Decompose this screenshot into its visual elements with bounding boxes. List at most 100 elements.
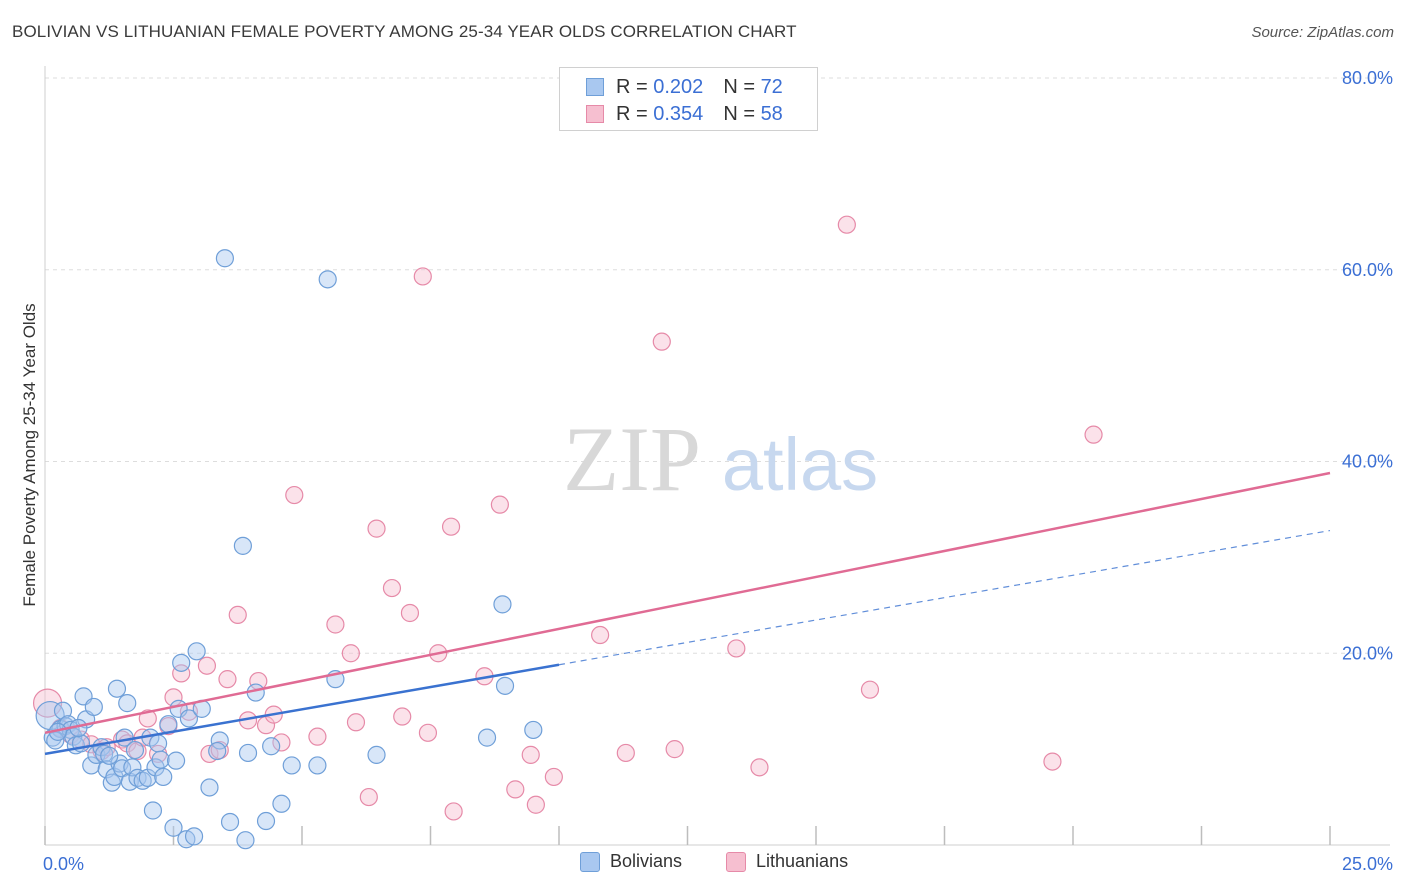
n-label: N = [723, 75, 755, 98]
bolivian-point [179, 709, 199, 728]
bolivian-point [236, 831, 255, 850]
bolivian-point [308, 756, 327, 775]
chart-title: BOLIVIAN VS LITHUANIAN FEMALE POVERTY AM… [12, 22, 797, 41]
bolivian-point [154, 767, 173, 787]
watermark-atlas: atlas [722, 423, 878, 506]
bolivians-swatch [586, 78, 604, 96]
y-tick-label: 40.0% [1342, 452, 1393, 472]
stats-legend-row-lithuanians: R = 0.354 N = 58 [586, 101, 783, 127]
bolivian-point [184, 827, 204, 846]
lithuanian-point [400, 603, 420, 623]
r-label: R = [616, 102, 648, 125]
bolivian-point [164, 818, 183, 837]
lithuanian-point [138, 709, 157, 728]
watermark-zip: ZIP [563, 408, 701, 510]
bolivian-point [187, 642, 206, 661]
bolivian-point [208, 741, 227, 761]
stats-legend: R = 0.202 N = 72 R = 0.354 N = 58 [559, 67, 818, 131]
lithuanian-point [1084, 425, 1103, 444]
n-value: 58 [760, 102, 783, 125]
bolivian-point [272, 794, 291, 813]
lithuanian-point [285, 485, 304, 505]
r-label: R = [616, 75, 648, 98]
tick-label-layer: 20.0% 40.0% 60.0% 80.0% 0.0% 25.0% [43, 68, 1393, 874]
bolivian-trend-extension [558, 529, 1331, 666]
r-value: 0.202 [653, 75, 704, 98]
bolivian-point [524, 720, 543, 740]
bolivian-point [282, 756, 301, 775]
bolivian-point [123, 758, 142, 777]
y-tick-label: 80.0% [1342, 68, 1393, 88]
series-legend: Bolivians Lithuanians [0, 851, 1406, 877]
bolivian-point [233, 536, 252, 555]
lithuanian-point [526, 795, 545, 814]
lithuanian-point [860, 680, 880, 699]
bolivian-point [220, 812, 240, 832]
bolivian-point [495, 676, 515, 695]
x-tick-label-min: 0.0% [43, 854, 84, 874]
bolivian-point [151, 750, 170, 769]
bolivian-point [477, 728, 497, 747]
bolivian-point [128, 768, 147, 787]
stats-legend-row-bolivians: R = 0.202 N = 72 [586, 74, 783, 100]
lithuanian-trend-line [44, 471, 1331, 735]
lithuanian-point [326, 615, 345, 634]
lithuanian-point [359, 787, 378, 807]
y-tick-label: 20.0% [1342, 643, 1393, 663]
lithuanian-point [218, 670, 237, 689]
bolivian-point [53, 701, 73, 720]
legend-item-lithuanians[interactable]: Lithuanians [726, 851, 848, 872]
lithuanian-point [172, 664, 191, 683]
lithuanian-point [367, 519, 386, 538]
trend-layer [44, 471, 1331, 756]
r-value: 0.354 [653, 102, 704, 125]
lithuanians-legend-swatch [726, 851, 746, 872]
lithuanian-point [652, 332, 671, 351]
lithuanian-point [616, 743, 635, 763]
x-tick-label-max: 25.0% [1342, 854, 1393, 874]
bolivian-point [100, 746, 119, 765]
lithuanian-point [382, 578, 402, 598]
lithuanian-point [490, 495, 509, 514]
bolivian-point [238, 743, 258, 763]
lithuanian-point [197, 656, 217, 675]
lithuanians-swatch [586, 105, 604, 123]
legend-label-lithuanians: Lithuanians [756, 851, 849, 871]
lithuanian-point [506, 780, 525, 799]
bolivian-point [125, 740, 145, 760]
lithuanian-point [837, 215, 856, 234]
y-tick-label: 60.0% [1342, 260, 1393, 280]
n-label: N = [723, 102, 755, 125]
axis-layer [44, 66, 1390, 846]
legend-item-bolivians[interactable]: Bolivians [580, 851, 682, 872]
n-value: 72 [760, 75, 783, 98]
lithuanian-point [341, 644, 360, 663]
bolivians-legend-swatch [580, 851, 600, 872]
bolivian-point [215, 249, 234, 268]
lithuanian-point [308, 727, 327, 746]
legend-label-bolivians: Bolivians [610, 851, 683, 871]
grid-layer [45, 77, 1390, 654]
lithuanian-point [544, 767, 563, 787]
lithuanian-point [346, 713, 366, 732]
lithuanian-point [750, 758, 769, 777]
bolivian-point [166, 751, 186, 770]
bolivian-point [256, 811, 276, 831]
bolivian-point [210, 731, 229, 750]
lithuanian-point [665, 740, 684, 759]
bolivian-point [262, 737, 281, 756]
source-credit: Source: ZipAtlas.com [1251, 24, 1394, 41]
bolivian-point [172, 653, 191, 672]
bolivian-point [318, 270, 337, 289]
lithuanian-point [228, 605, 247, 625]
lithuanian-point [1043, 752, 1062, 771]
lithuanian-point [591, 625, 610, 645]
lithuanian-point [393, 707, 412, 726]
bolivian-point [148, 734, 168, 753]
lithuanian-point [521, 745, 540, 764]
bolivian-point [159, 715, 178, 734]
lithuanian-point [272, 733, 291, 752]
lithuanian-point [727, 639, 746, 658]
points-layer [32, 215, 1103, 850]
